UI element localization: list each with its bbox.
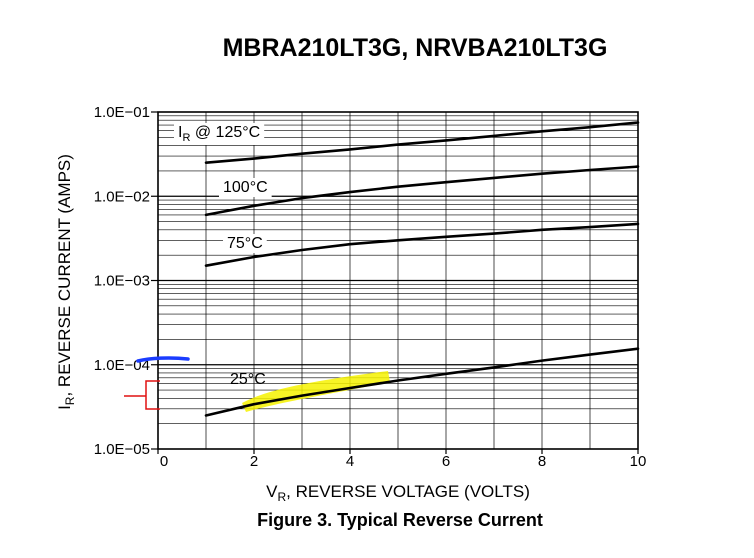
x-tick-label: 2 [250,453,258,470]
y-tick-label: 1.0E−05 [94,441,150,458]
series-label: 100°C [223,179,268,196]
x-tick-label: 4 [346,453,354,470]
red-bracket-mark [124,380,160,410]
x-tick-label: 0 [160,453,168,470]
series-line [204,347,640,417]
series-line [204,121,640,164]
series-line [204,222,640,268]
figure-caption: Figure 3. Typical Reverse Current [257,510,543,530]
x-tick-label: 8 [538,453,546,470]
x-tick-label: 6 [442,453,450,470]
series-label-background [219,178,272,197]
y-tick-label: 1.0E−01 [94,104,150,121]
series-label-background [223,234,267,253]
yellow-highlight-mark [242,371,390,412]
series-line [204,165,640,217]
x-axis-label: VR, REVERSE VOLTAGE (VOLTS) [266,482,530,504]
y-axis-label: IR, REVERSE CURRENT (AMPS) [55,154,77,410]
series-label: 25°C [230,371,266,388]
y-tick-label: 1.0E−03 [94,273,150,290]
series-label: IR @ 125°C [178,124,260,144]
blue-pen-mark [136,356,190,363]
y-tick-label: 1.0E−02 [94,188,150,205]
chart-title: MBRA210LT3G, NRVBA210LT3G [222,34,608,62]
y-tick-label: 1.0E−04 [94,357,150,374]
x-tick-label: 10 [630,453,647,470]
series-label-background [174,123,265,145]
series-label: 75°C [227,235,263,252]
